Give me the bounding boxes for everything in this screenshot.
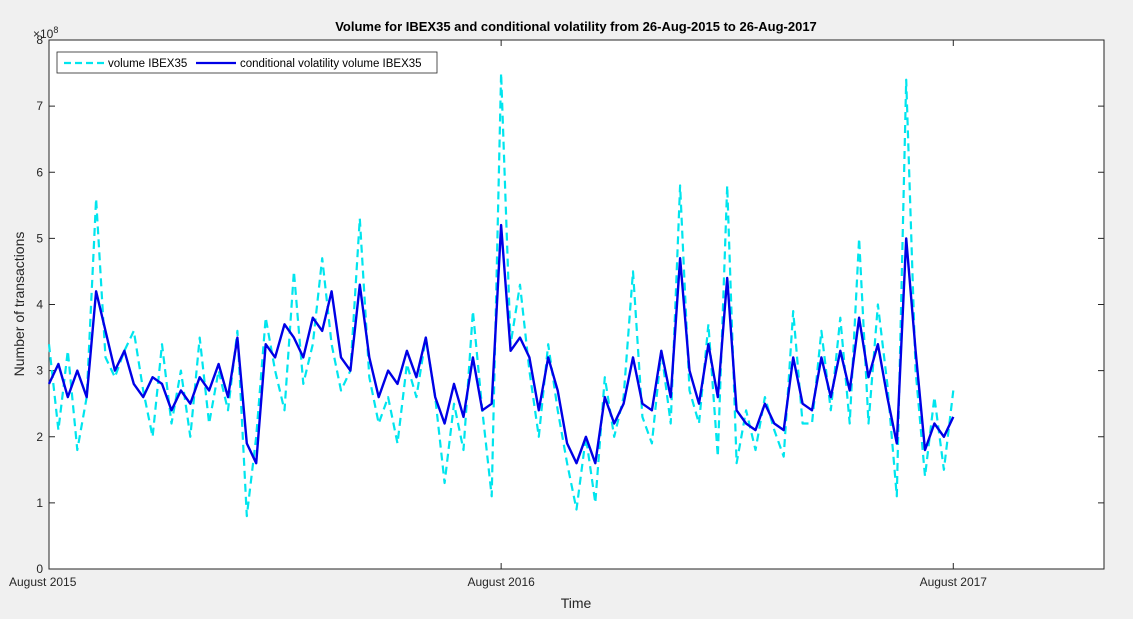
y-tick-label: 4 — [36, 298, 43, 312]
x-tick-label: August 2015 — [9, 575, 77, 589]
y-tick-label: 7 — [36, 99, 43, 113]
y-axis: 0 1 2 3 4 5 6 7 8 — [36, 33, 1104, 576]
y-axis-exponent: ×108 — [33, 25, 58, 41]
x-tick-label: August 2016 — [467, 575, 535, 589]
y-axis-label: Number of transactions — [11, 232, 27, 377]
plot-area — [48, 39, 1105, 570]
series-layer — [47, 71, 955, 518]
legend: volume IBEX35 conditional volatility vol… — [56, 51, 438, 74]
y-tick-label: 1 — [36, 496, 43, 510]
legend-label-volatility: conditional volatility volume IBEX35 — [240, 58, 422, 70]
x-axis: August 2015 August 2016 August 2017 — [9, 40, 987, 589]
y-tick-label: 6 — [36, 165, 43, 179]
y-axis-exponent-base: ×10 — [33, 27, 54, 41]
y-axis-exponent-power: 8 — [53, 25, 58, 35]
series-line-volume — [47, 71, 955, 518]
y-tick-label: 0 — [36, 562, 43, 576]
legend-box — [56, 51, 438, 74]
x-axis-label: Time — [561, 595, 592, 611]
chart-title: Volume for IBEX35 and conditional volati… — [335, 19, 817, 34]
y-tick-label: 3 — [36, 364, 43, 378]
legend-label-volume: volume IBEX35 — [108, 58, 187, 70]
y-tick-label: 2 — [36, 430, 43, 444]
x-tick-label: August 2017 — [920, 575, 988, 589]
y-tick-label: 5 — [36, 231, 43, 245]
series-line-volatility — [47, 223, 955, 465]
y-tick-label: 8 — [36, 33, 43, 47]
